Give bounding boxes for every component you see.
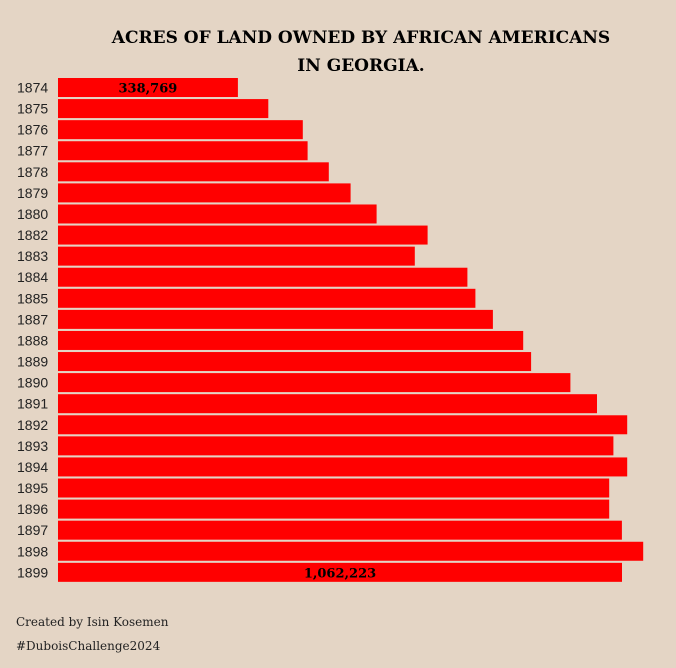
caption-hashtag: #DuboisChallenge2024 — [16, 639, 161, 653]
data-labels-group: 338,769 1,062,223 — [118, 82, 376, 582]
chart-title-line-1: ACRES OF LAND OWNED BY AFRICAN AMERICANS — [111, 28, 611, 48]
bar-1892 — [58, 415, 628, 435]
chart-title-line-2: IN GEORGIA. — [297, 56, 425, 76]
bar-chart: 1874 1875 1876 1877 1878 1879 1880 1882 1883 1884… — [17, 78, 644, 582]
bar-1897 — [58, 520, 622, 540]
bar-1894 — [58, 457, 628, 477]
bar-1875 — [58, 99, 269, 119]
year-label-1897: 1897 — [17, 522, 48, 538]
year-label-1882: 1882 — [17, 227, 48, 243]
bar-1878 — [58, 162, 329, 182]
bar-1887 — [58, 309, 493, 329]
year-label-1883: 1883 — [17, 248, 48, 264]
bar-1898 — [58, 541, 644, 561]
year-label-1874: 1874 — [17, 80, 48, 96]
bar-1899 — [58, 562, 622, 582]
year-label-1890: 1890 — [17, 375, 48, 391]
bar-1891 — [58, 394, 597, 414]
year-labels-group: 1874 1875 1876 1877 1878 1879 1880 1882 1883 1884… — [17, 80, 48, 581]
year-label-1889: 1889 — [17, 354, 48, 370]
year-label-1880: 1880 — [17, 206, 48, 222]
year-label-1895: 1895 — [17, 480, 48, 496]
chart-title: ACRES OF LAND OWNED BY AFRICAN AMERICANS… — [0, 24, 676, 80]
bar-1888 — [58, 330, 524, 350]
year-label-1893: 1893 — [17, 438, 48, 454]
year-label-1875: 1875 — [17, 101, 48, 117]
bar-1880 — [58, 204, 377, 224]
data-label-1874: 338,769 — [118, 82, 177, 97]
bar-1884 — [58, 267, 468, 287]
year-label-1899: 1899 — [17, 564, 48, 580]
year-label-1878: 1878 — [17, 164, 48, 180]
bar-1877 — [58, 141, 308, 161]
bar-1895 — [58, 478, 610, 498]
year-label-1879: 1879 — [17, 185, 48, 201]
bar-1876 — [58, 120, 303, 140]
bar-1883 — [58, 246, 415, 266]
bar-1879 — [58, 183, 351, 203]
year-label-1896: 1896 — [17, 501, 48, 517]
bar-1889 — [58, 352, 532, 372]
bars-group — [58, 78, 644, 582]
data-label-1899: 1,062,223 — [304, 566, 376, 581]
year-label-1876: 1876 — [17, 122, 48, 138]
year-label-1894: 1894 — [17, 459, 48, 475]
year-label-1877: 1877 — [17, 143, 48, 159]
year-label-1892: 1892 — [17, 417, 48, 433]
year-label-1885: 1885 — [17, 290, 48, 306]
year-label-1891: 1891 — [17, 396, 48, 412]
bar-1893 — [58, 436, 614, 456]
caption-author: Created by Isin Kosemen — [16, 615, 169, 629]
year-label-1887: 1887 — [17, 311, 48, 327]
year-label-1898: 1898 — [17, 543, 48, 559]
bar-1896 — [58, 499, 610, 519]
bar-1882 — [58, 225, 428, 245]
bar-1885 — [58, 288, 476, 308]
bar-1890 — [58, 373, 571, 393]
year-label-1888: 1888 — [17, 333, 48, 349]
bar-1874 — [58, 78, 238, 97]
year-label-1884: 1884 — [17, 269, 48, 285]
